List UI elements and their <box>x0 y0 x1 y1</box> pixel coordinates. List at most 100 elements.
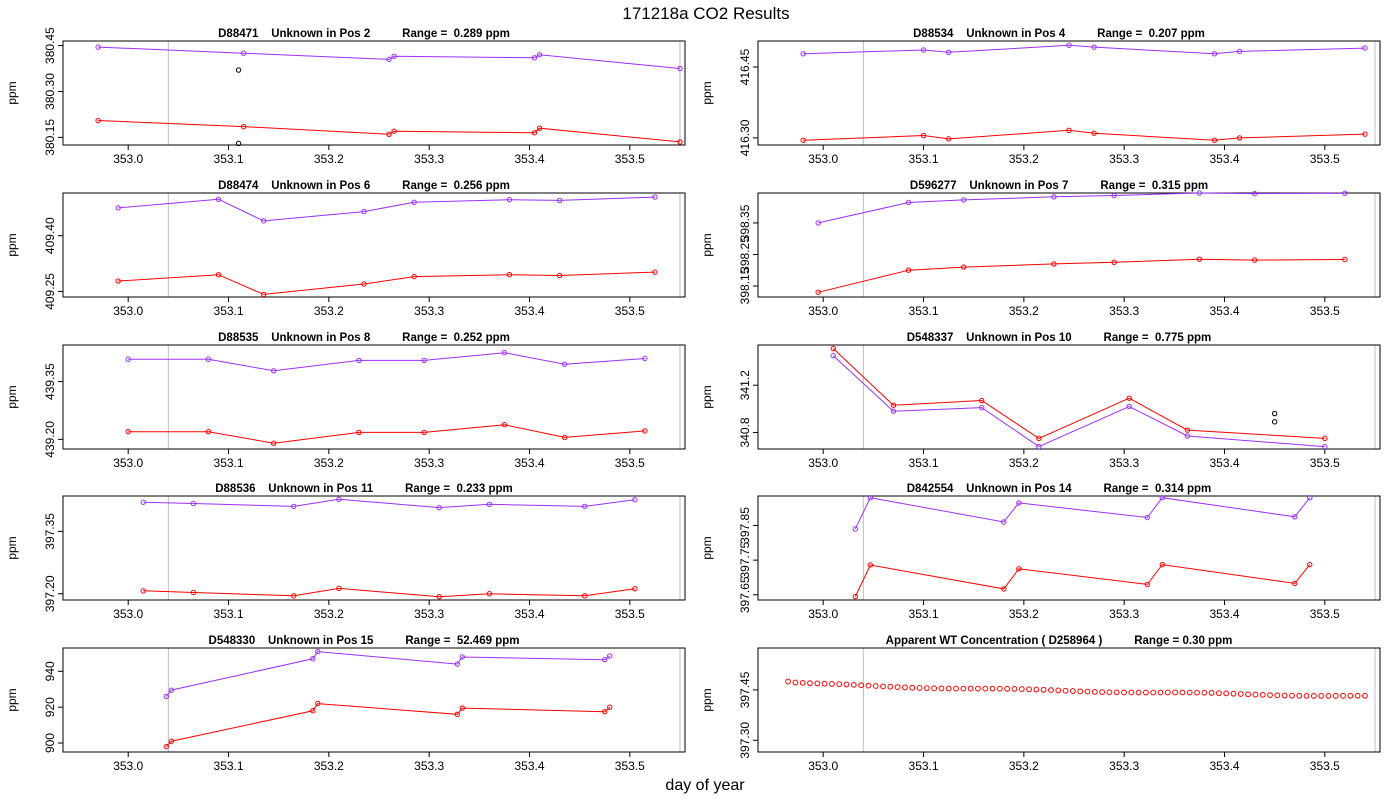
data-point <box>536 52 543 58</box>
data-point <box>1150 689 1157 696</box>
x-tick-label: 353.4 <box>514 152 544 166</box>
data-point <box>1322 443 1328 450</box>
data-point <box>1289 692 1295 699</box>
data-point <box>602 708 608 715</box>
data-point <box>163 693 170 700</box>
data-point <box>1281 692 1288 699</box>
data-point <box>1307 561 1313 568</box>
data-point <box>836 681 843 688</box>
x-tick-label: 353.2 <box>314 607 344 621</box>
data-point <box>1091 44 1097 50</box>
data-point <box>1292 514 1298 520</box>
x-tick-label: 353.3 <box>1109 456 1139 470</box>
x-tick-label: 353.1 <box>214 456 244 470</box>
data-point <box>792 679 799 686</box>
x-tick-label: 353.1 <box>214 304 244 318</box>
data-point <box>336 496 342 503</box>
series-line-upper <box>98 46 681 69</box>
x-tick-label: 353.2 <box>314 759 344 773</box>
data-point <box>1342 190 1348 197</box>
series-line-upper <box>832 355 1325 448</box>
x-tick-label: 353.3 <box>414 759 444 773</box>
data-point <box>945 49 952 56</box>
data-point <box>905 267 912 273</box>
series-line-upper <box>854 497 1311 530</box>
data-point <box>887 683 894 690</box>
data-point <box>1310 693 1317 699</box>
x-tick-label: 353.1 <box>909 456 939 470</box>
data-point <box>1142 689 1149 696</box>
x-tick-label: 353.0 <box>113 607 143 621</box>
data-point <box>270 368 277 374</box>
data-point <box>125 428 131 435</box>
data-point <box>1099 689 1105 695</box>
data-point <box>1040 686 1047 693</box>
x-tick-label: 353.0 <box>113 152 143 166</box>
data-point <box>581 593 588 599</box>
data-point <box>581 503 588 510</box>
data-point <box>556 197 563 204</box>
data-point <box>454 661 460 667</box>
data-point <box>1318 693 1325 699</box>
x-tick-label: 353.5 <box>615 152 645 166</box>
x-tick-label: 353.0 <box>808 456 838 470</box>
plot-frame <box>757 495 1381 601</box>
x-tick-label: 353.4 <box>1209 152 1239 166</box>
y-tick-label: 900 <box>43 733 57 753</box>
y-axis-label: ppm <box>700 385 714 408</box>
y-tick-label: 416.45 <box>738 48 752 85</box>
x-tick-label: 353.1 <box>909 304 939 318</box>
series-line-upper <box>128 352 645 372</box>
data-point <box>1325 693 1332 699</box>
data-point <box>1113 689 1120 696</box>
data-point <box>356 357 362 364</box>
data-point <box>260 291 267 298</box>
data-point <box>531 130 538 136</box>
data-point <box>1340 692 1346 699</box>
x-tick-label: 353.3 <box>414 607 444 621</box>
panel-title: Apparent WT Concentration ( D258964 ) Ra… <box>886 635 1233 647</box>
data-point <box>163 743 170 750</box>
data-point <box>902 684 908 691</box>
data-point <box>923 685 930 692</box>
data-point <box>1236 135 1243 141</box>
data-point <box>785 678 791 685</box>
x-tick-label: 353.3 <box>414 304 444 318</box>
y-tick-label: 409.25 <box>43 273 57 310</box>
data-point <box>1111 192 1117 199</box>
data-point <box>240 50 247 56</box>
plot-frame <box>62 40 686 146</box>
panel-6: D548337 Unknown in Pos 10 Range = 0.775 … <box>700 332 1381 470</box>
data-point <box>843 681 850 688</box>
y-tick-label: 397.35 <box>43 513 57 550</box>
data-point <box>905 199 912 206</box>
data-point <box>1274 692 1281 699</box>
series-line-upper <box>818 192 1345 224</box>
data-point <box>931 685 938 692</box>
panel-title: D842554 Unknown in Pos 14 Range = 0.314 … <box>907 483 1212 495</box>
x-tick-label: 353.2 <box>1009 759 1039 773</box>
x-tick-label: 353.3 <box>414 456 444 470</box>
x-tick-label: 353.2 <box>1009 456 1039 470</box>
data-point <box>1036 435 1042 442</box>
data-point <box>486 501 493 508</box>
plot-frame <box>757 40 1381 146</box>
data-point <box>1026 686 1032 693</box>
x-tick-label: 353.5 <box>1310 456 1340 470</box>
data-point <box>95 117 101 124</box>
data-point <box>858 682 865 689</box>
data-point <box>852 593 859 600</box>
data-point <box>945 136 952 142</box>
panel-10: Apparent WT Concentration ( D258964 ) Ra… <box>700 635 1381 773</box>
y-tick-label: 439.20 <box>43 421 57 458</box>
data-point <box>821 680 828 687</box>
data-point <box>867 495 874 501</box>
x-tick-label: 353.3 <box>1109 607 1139 621</box>
data-point <box>872 683 879 689</box>
x-tick-label: 353.2 <box>314 152 344 166</box>
panel-4: D596277 Unknown in Pos 7 Range = 0.315 p… <box>700 180 1381 318</box>
x-tick-label: 353.2 <box>1009 152 1039 166</box>
data-point <box>960 197 967 203</box>
x-tick-label: 353.3 <box>1109 304 1139 318</box>
data-point <box>310 708 316 714</box>
